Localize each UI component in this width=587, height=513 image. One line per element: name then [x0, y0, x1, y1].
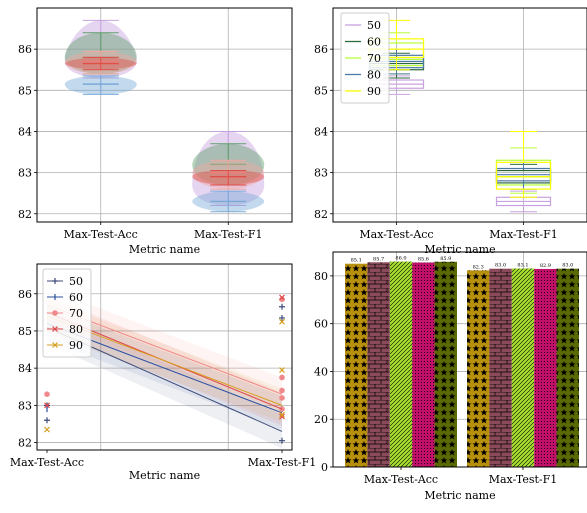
data-point — [279, 318, 285, 325]
y-tick-label: 20 — [314, 413, 328, 426]
bar-pattern — [534, 268, 557, 467]
y-tick-label: 86 — [18, 288, 32, 301]
y-tick-label: 86 — [314, 43, 328, 56]
y-tick-label: 82 — [314, 208, 328, 221]
box-body — [495, 161, 552, 190]
legend-label: 90 — [69, 339, 83, 352]
legend-box — [340, 12, 390, 104]
y-tick-label: 85 — [18, 84, 32, 97]
y-tick-label: 84 — [314, 125, 328, 138]
y-tick-label: 85 — [314, 84, 328, 97]
bar-value-label: 85.7 — [373, 256, 384, 262]
y-tick-label: 60 — [314, 318, 328, 331]
bar-pattern — [434, 261, 457, 467]
violin-chart-panel: 82 83 84 85 86 Max-Test-Acc Max-Test-F1 Metric … — [18, 7, 293, 256]
y-tick-label: 83 — [314, 167, 328, 180]
data-point — [44, 417, 50, 424]
bar-pattern — [511, 268, 535, 467]
data-point — [44, 391, 50, 398]
axes-frame — [36, 263, 293, 451]
y-tick-label: 82 — [18, 437, 32, 450]
y-tick-label: 84 — [18, 125, 32, 138]
box-chart-panel: 82 83 84 85 86 Max-Test-Acc Max-Test-F1 Metric … — [314, 7, 587, 256]
y-tick-label: 0 — [321, 461, 328, 474]
data-point — [279, 411, 285, 418]
x-axis-label: Metric name — [129, 469, 200, 482]
data-point — [279, 294, 285, 301]
y-tick-label: 83 — [18, 399, 32, 412]
bar-pattern — [556, 268, 579, 467]
y-tick-label: 86 — [18, 43, 32, 56]
data-point — [279, 395, 285, 401]
x-tick-label: Max-Test-F1 — [489, 228, 558, 241]
axes-frame — [332, 251, 587, 468]
y-tick-label: 85 — [18, 325, 32, 338]
data-point — [279, 437, 285, 444]
bar-value-label: 83.1 — [517, 262, 528, 268]
bar-value-label: 83.0 — [495, 263, 506, 269]
bar-pattern — [367, 262, 390, 467]
bar-value-label: 85.1 — [351, 258, 362, 264]
data-point — [52, 326, 58, 332]
legend-label: 50 — [367, 19, 381, 32]
legend-label: 50 — [69, 275, 83, 288]
y-tick-label: 83 — [18, 167, 32, 180]
x-tick-label: Max-Test-Acc — [364, 473, 438, 486]
x-axis-label: Metric name — [424, 489, 495, 502]
data-point — [279, 406, 285, 412]
data-point — [279, 296, 285, 303]
data-point — [279, 367, 285, 373]
x-tick-label: Max-Test-Acc — [64, 228, 138, 241]
x-tick-label: Max-Test-Acc — [10, 456, 84, 469]
x-axis-label: Metric name — [129, 243, 200, 256]
legend: 50 60 70 80 90 — [42, 268, 92, 358]
data-point — [279, 387, 285, 394]
legend-label: 90 — [367, 85, 381, 98]
x-axis-label: Metric name — [424, 243, 495, 256]
x-tick-label: Max-Test-Acc — [359, 228, 433, 241]
legend-label: 80 — [69, 323, 83, 336]
legend-label: 70 — [367, 52, 381, 65]
legend-label: 80 — [367, 69, 381, 82]
bar-value-label: 83.0 — [562, 263, 573, 269]
bar-pattern — [389, 261, 413, 467]
bar-chart-panel: 85.1 82.3 85.7 83.0 86.0 83.1 85.6 82.9 85.9 83.0… — [314, 251, 587, 502]
bar-value-label: 82.3 — [473, 264, 484, 270]
bar-value-label: 86.0 — [395, 256, 406, 262]
legend-box — [42, 268, 92, 358]
y-tick-label: 80 — [314, 270, 328, 283]
legend-label: 70 — [69, 307, 83, 320]
bar-value-label: 85.9 — [440, 256, 451, 262]
data-point — [52, 278, 58, 284]
data-point — [44, 402, 50, 409]
legend-label: 60 — [367, 36, 381, 49]
bar-pattern — [412, 262, 435, 467]
data-point — [279, 374, 285, 381]
data-point — [279, 314, 285, 321]
x-tick-label: Max-Test-F1 — [194, 228, 263, 241]
bar-value-label: 85.6 — [418, 257, 429, 263]
axes-frame — [332, 7, 587, 223]
x-tick-label: Max-Test-F1 — [489, 473, 558, 486]
data-point — [52, 310, 58, 316]
x-tick-label: Max-Test-F1 — [248, 456, 317, 469]
legend: 50 60 70 80 90 — [340, 12, 390, 104]
line-chart-panel: 82 83 84 85 86 Max-Test-Acc Max-Test-F1 Metric … — [10, 263, 317, 482]
axes-frame — [36, 7, 293, 223]
legend-label: 60 — [69, 291, 83, 304]
y-tick-label: 84 — [18, 362, 32, 375]
data-point — [44, 426, 50, 433]
data-point — [279, 303, 285, 310]
bar-pattern — [345, 263, 368, 467]
y-tick-label: 82 — [18, 208, 32, 221]
y-tick-label: 40 — [314, 365, 328, 378]
bar-pattern — [467, 270, 490, 467]
bar-value-label: 82.9 — [540, 263, 551, 269]
data-point — [279, 413, 285, 420]
data-point — [52, 342, 58, 348]
bar-pattern — [489, 268, 512, 467]
